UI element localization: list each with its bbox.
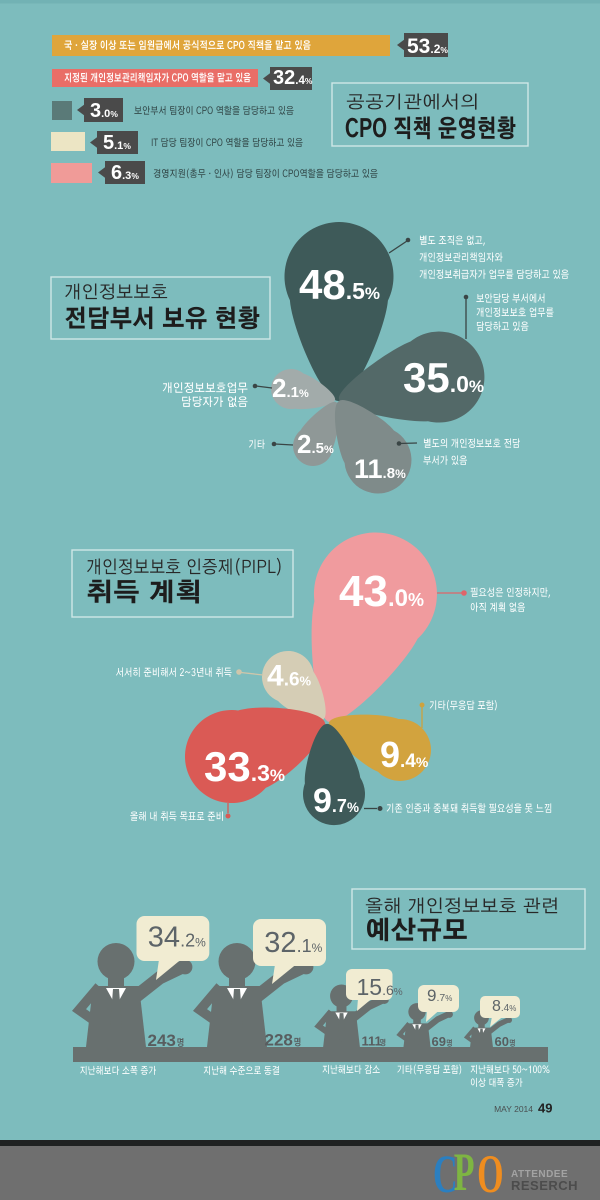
svg-text:53.2%: 53.2% bbox=[407, 35, 448, 58]
svg-text:6.3%: 6.3% bbox=[111, 162, 139, 184]
svg-text:35.0%: 35.0% bbox=[403, 354, 484, 401]
svg-text:33.3%: 33.3% bbox=[204, 743, 285, 790]
svg-text:111: 111 bbox=[362, 1034, 382, 1049]
svg-text:CPO: CPO bbox=[433, 1142, 504, 1200]
svg-text:34.2%: 34.2% bbox=[148, 922, 206, 954]
svg-text:243: 243 bbox=[148, 1031, 176, 1050]
svg-text:60: 60 bbox=[495, 1034, 509, 1049]
svg-text:ATTENDEE: ATTENDEE bbox=[511, 1169, 568, 1180]
svg-text:32.4%: 32.4% bbox=[273, 67, 313, 89]
svg-text:3.0%: 3.0% bbox=[90, 100, 118, 122]
svg-text:9.7%: 9.7% bbox=[313, 782, 359, 820]
svg-text:228: 228 bbox=[265, 1031, 293, 1050]
svg-text:5.1%: 5.1% bbox=[103, 132, 131, 154]
svg-text:49: 49 bbox=[538, 1101, 552, 1116]
svg-text:43.0%: 43.0% bbox=[339, 567, 424, 616]
svg-text:RESERCH: RESERCH bbox=[511, 1178, 578, 1193]
svg-text:9.4%: 9.4% bbox=[380, 734, 429, 775]
svg-text:15.6%: 15.6% bbox=[357, 974, 403, 1000]
svg-text:2.5%: 2.5% bbox=[297, 429, 334, 459]
svg-text:4.6%: 4.6% bbox=[267, 660, 312, 693]
svg-text:MAY 2014: MAY 2014 bbox=[494, 1104, 533, 1114]
svg-text:11.8%: 11.8% bbox=[354, 454, 406, 484]
svg-text:69: 69 bbox=[432, 1034, 446, 1049]
svg-text:8.4%: 8.4% bbox=[492, 998, 516, 1015]
svg-text:32.1%: 32.1% bbox=[264, 927, 322, 959]
svg-text:2.1%: 2.1% bbox=[272, 373, 309, 403]
svg-text:48.5%: 48.5% bbox=[299, 261, 380, 308]
svg-text:9.7%: 9.7% bbox=[427, 986, 452, 1005]
